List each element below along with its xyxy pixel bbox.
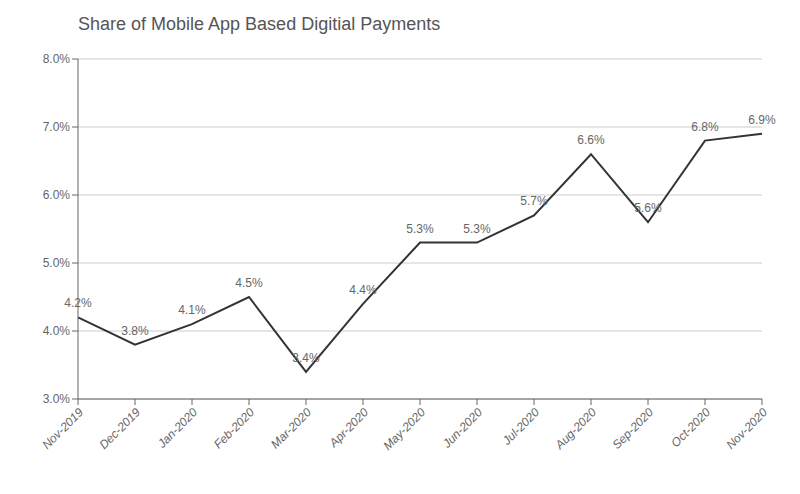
svg-text:4.0%: 4.0% bbox=[43, 324, 71, 338]
svg-text:6.0%: 6.0% bbox=[43, 188, 71, 202]
svg-text:Nov-2019: Nov-2019 bbox=[39, 405, 86, 452]
svg-text:Sep-2020: Sep-2020 bbox=[609, 405, 656, 452]
svg-text:Mar-2020: Mar-2020 bbox=[268, 405, 314, 451]
svg-text:Jul-2020: Jul-2020 bbox=[499, 405, 542, 448]
svg-text:Jan-2020: Jan-2020 bbox=[154, 405, 200, 451]
svg-text:6.9%: 6.9% bbox=[748, 113, 776, 127]
svg-text:Apr-2020: Apr-2020 bbox=[326, 405, 372, 451]
svg-text:Nov-2020: Nov-2020 bbox=[723, 405, 770, 452]
svg-text:Oct-2020: Oct-2020 bbox=[668, 405, 713, 450]
svg-text:8.0%: 8.0% bbox=[43, 52, 71, 66]
svg-text:5.3%: 5.3% bbox=[463, 222, 491, 236]
svg-text:4.2%: 4.2% bbox=[64, 296, 92, 310]
svg-text:Feb-2020: Feb-2020 bbox=[211, 405, 257, 451]
svg-text:5.3%: 5.3% bbox=[406, 222, 434, 236]
svg-text:3.4%: 3.4% bbox=[292, 351, 320, 365]
svg-text:4.4%: 4.4% bbox=[349, 283, 377, 297]
svg-text:5.6%: 5.6% bbox=[634, 201, 662, 215]
svg-text:May-2020: May-2020 bbox=[381, 405, 429, 453]
svg-text:Jun-2020: Jun-2020 bbox=[439, 405, 485, 451]
svg-text:3.8%: 3.8% bbox=[121, 324, 149, 338]
svg-text:4.1%: 4.1% bbox=[178, 303, 206, 317]
svg-text:Aug-2020: Aug-2020 bbox=[552, 405, 600, 453]
html-text:Share of Mobile App Based Digi: Share of Mobile App Based Digitial Payme… bbox=[78, 14, 441, 34]
svg-text:6.6%: 6.6% bbox=[577, 133, 605, 147]
svg-text:4.5%: 4.5% bbox=[235, 276, 263, 290]
svg-text:5.7%: 5.7% bbox=[520, 194, 548, 208]
svg-text:3.0%: 3.0% bbox=[43, 392, 71, 406]
svg-text:7.0%: 7.0% bbox=[43, 120, 71, 134]
svg-text:5.0%: 5.0% bbox=[43, 256, 71, 270]
svg-text:6.8%: 6.8% bbox=[691, 120, 719, 134]
svg-text:Dec-2019: Dec-2019 bbox=[96, 405, 143, 452]
